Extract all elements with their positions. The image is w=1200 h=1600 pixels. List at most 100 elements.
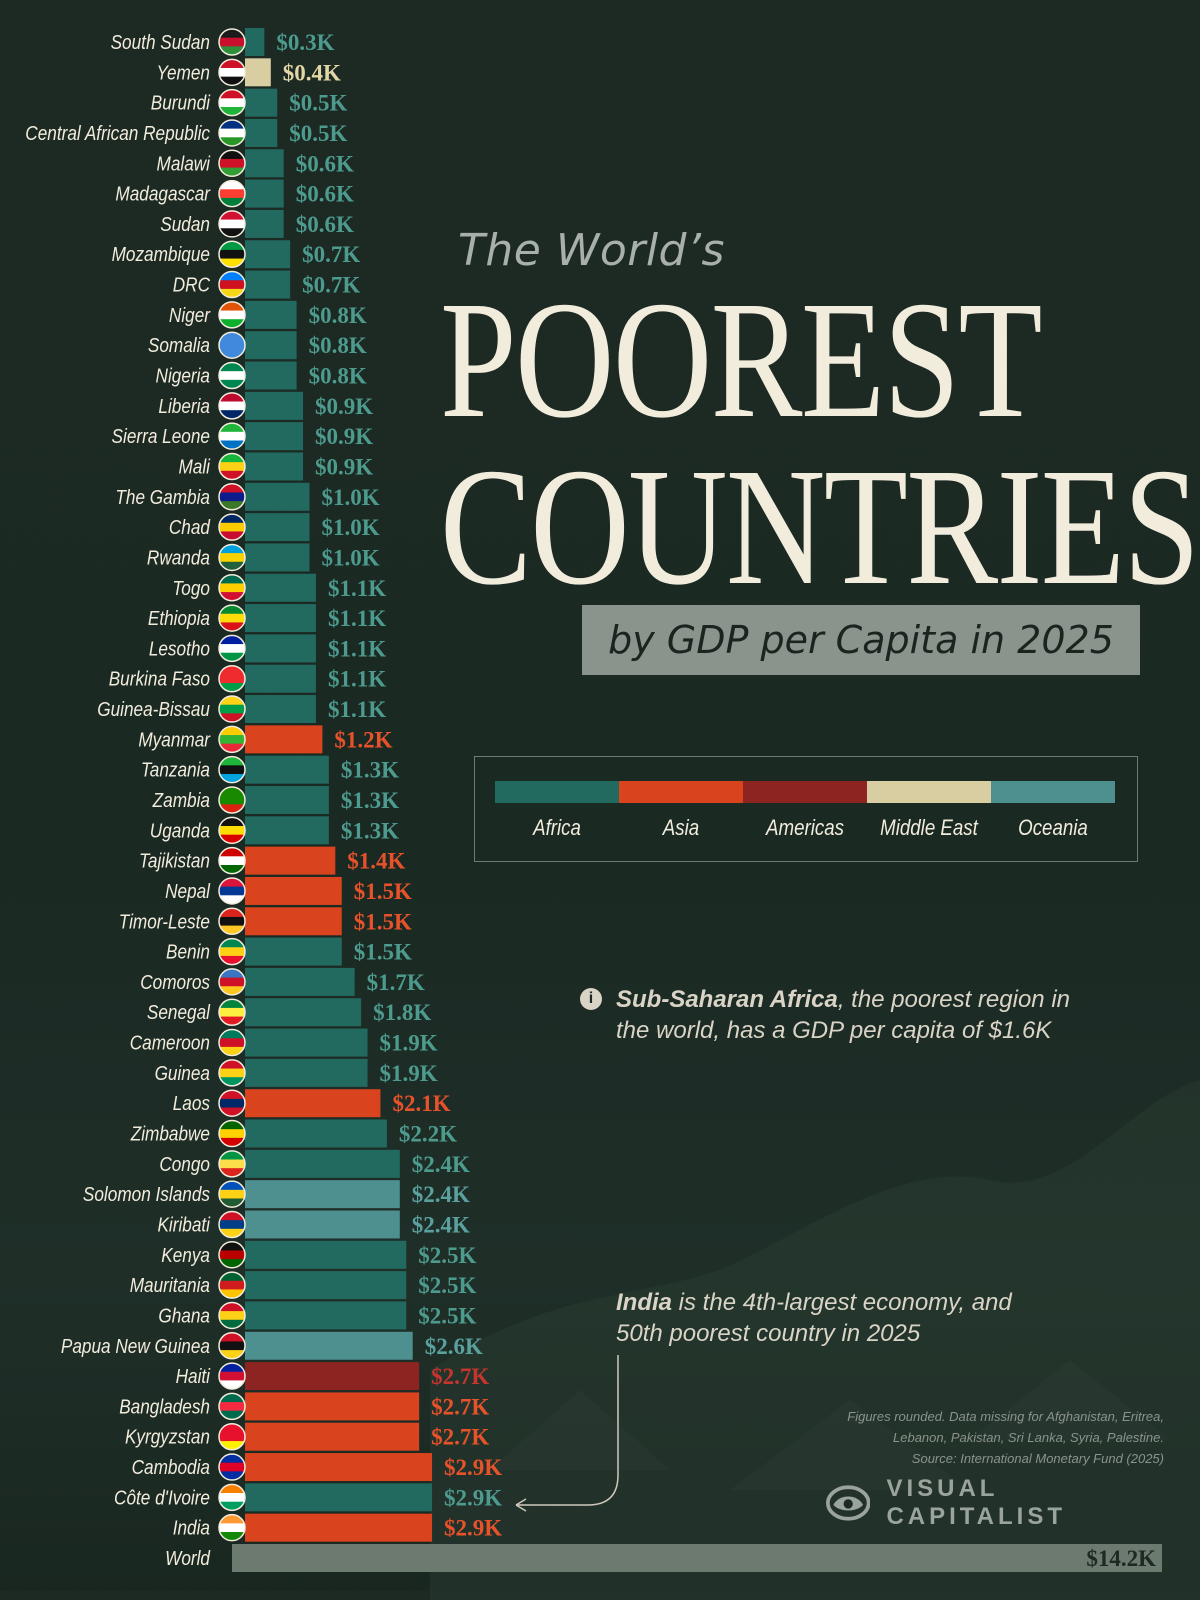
- value-label-31: $1.7K: [367, 970, 425, 995]
- flag-icon-42: [218, 1301, 246, 1330]
- country-label-9: Niger: [169, 304, 211, 327]
- flag-icon-8: [218, 270, 246, 299]
- value-label-23: $1.2K: [334, 727, 392, 752]
- value-label-3: $0.5K: [289, 121, 347, 146]
- value-label-41: $2.5K: [418, 1273, 476, 1298]
- flag-icon-39: [218, 1210, 246, 1239]
- bar-8: [245, 270, 291, 299]
- value-label-20: $1.1K: [328, 636, 386, 661]
- brand: VISUAL CAPITALIST: [826, 1475, 1166, 1530]
- india-annotation: India is the 4th-largest economy, and 50…: [616, 1287, 1036, 1349]
- value-label-8: $0.7K: [302, 273, 360, 298]
- legend-label-middle-east: Middle East: [880, 815, 978, 840]
- value-label-0: $0.3K: [276, 30, 334, 55]
- country-label-42: Ghana: [158, 1304, 210, 1327]
- flag-icon-20: [218, 634, 246, 663]
- flag-icon-37: [218, 1150, 246, 1178]
- flag-icon-41: [218, 1271, 246, 1299]
- value-label-49: $2.9K: [444, 1516, 502, 1541]
- bar-41: [245, 1271, 407, 1300]
- flag-icon-44: [218, 1362, 246, 1390]
- flag-icon-2: [218, 88, 246, 117]
- bar-49: [245, 1513, 433, 1542]
- legend-item-oceania: Oceania: [991, 781, 1115, 841]
- bar-47: [245, 1453, 433, 1482]
- flag-icon-40: [218, 1241, 246, 1269]
- flag-icon-11: [218, 361, 246, 390]
- bar-31: [245, 967, 355, 996]
- bar-33: [245, 1028, 368, 1057]
- bar-32: [245, 998, 362, 1027]
- value-label-12: $0.9K: [315, 394, 373, 419]
- bar-19: [245, 604, 316, 633]
- value-label-21: $1.1K: [328, 667, 386, 692]
- country-label-50: World: [165, 1547, 210, 1570]
- bar-30: [245, 937, 342, 966]
- value-label-39: $2.4K: [412, 1212, 470, 1237]
- value-label-17: $1.0K: [322, 545, 380, 570]
- country-label-7: Mozambique: [112, 243, 210, 266]
- value-label-24: $1.3K: [341, 758, 399, 783]
- bar-5: [245, 179, 284, 208]
- flag-icon-13: [218, 422, 246, 450]
- flag-icon-36: [218, 1119, 246, 1148]
- legend-swatch-africa: [495, 781, 619, 803]
- subtitle: by GDP per Capita in 2025: [582, 605, 1140, 675]
- brand-name: VISUAL CAPITALIST: [886, 1475, 1066, 1530]
- country-label-34: Guinea: [155, 1062, 210, 1085]
- country-label-8: DRC: [173, 273, 211, 296]
- value-label-1: $0.4K: [283, 60, 341, 85]
- title-prefix: The World’s: [458, 225, 725, 276]
- flag-icon-3: [218, 119, 246, 147]
- bar-12: [245, 391, 304, 420]
- bar-0: [245, 28, 265, 56]
- bar-1: [245, 58, 271, 87]
- value-label-27: $1.4K: [347, 849, 405, 874]
- legend-label-oceania: Oceania: [1018, 815, 1088, 840]
- flag-icon-28: [218, 877, 246, 905]
- legend-swatch-middle-east: [867, 781, 991, 803]
- flag-icon-47: [218, 1453, 246, 1481]
- value-label-11: $0.8K: [309, 364, 367, 389]
- flag-icon-19: [218, 604, 246, 632]
- value-label-13: $0.9K: [315, 424, 373, 449]
- flag-icon-24: [218, 755, 246, 784]
- value-label-40: $2.5K: [418, 1243, 476, 1268]
- country-label-19: Ethiopia: [148, 607, 210, 630]
- bar-2: [245, 88, 278, 117]
- footnote: Figures rounded. Data missing for Afghan…: [804, 1406, 1164, 1469]
- india-arrow: [515, 1355, 619, 1512]
- africa-annotation-bold: Sub-Saharan Africa: [616, 986, 838, 1013]
- bar-3: [245, 118, 278, 147]
- country-label-31: Comoros: [140, 971, 210, 994]
- country-label-4: Malawi: [157, 152, 211, 175]
- flag-icon-7: [218, 240, 246, 268]
- country-label-47: Cambodia: [132, 1456, 210, 1479]
- country-label-15: The Gambia: [115, 486, 210, 509]
- country-label-13: Sierra Leone: [112, 425, 210, 448]
- country-label-11: Nigeria: [156, 364, 210, 387]
- legend-label-asia: Asia: [662, 815, 700, 840]
- country-label-27: Tajikistan: [139, 849, 210, 872]
- bar-21: [245, 664, 316, 693]
- value-label-15: $1.0K: [322, 485, 380, 510]
- country-label-6: Sudan: [160, 213, 210, 236]
- value-label-5: $0.6K: [296, 182, 354, 207]
- bar-4: [245, 149, 284, 178]
- value-label-50: $14.2K: [1086, 1546, 1156, 1571]
- bar-42: [245, 1301, 407, 1330]
- bar-36: [245, 1119, 387, 1148]
- bar-39: [245, 1210, 400, 1239]
- flag-icon-4: [218, 149, 246, 178]
- country-label-16: Chad: [169, 516, 211, 539]
- flag-icon-29: [218, 907, 246, 936]
- bar-37: [245, 1149, 400, 1178]
- flag-icon-22: [218, 695, 246, 723]
- country-label-3: Central African Republic: [25, 122, 210, 145]
- bar-26: [245, 816, 329, 845]
- country-label-26: Uganda: [150, 819, 210, 842]
- country-label-45: Bangladesh: [119, 1395, 210, 1418]
- value-label-32: $1.8K: [373, 1000, 431, 1025]
- country-label-2: Burundi: [151, 91, 211, 114]
- title-line-1: POOREST: [440, 267, 1043, 453]
